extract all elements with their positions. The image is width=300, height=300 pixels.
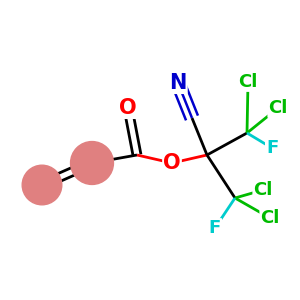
Text: Cl: Cl: [253, 181, 273, 199]
Text: Cl: Cl: [268, 99, 288, 117]
Text: Cl: Cl: [238, 73, 258, 91]
Text: O: O: [163, 153, 181, 173]
Text: F: F: [209, 219, 221, 237]
Text: Cl: Cl: [260, 209, 280, 227]
Circle shape: [70, 142, 113, 184]
Text: N: N: [169, 73, 187, 93]
Circle shape: [22, 165, 62, 205]
Text: F: F: [266, 139, 278, 157]
Text: O: O: [119, 98, 137, 118]
